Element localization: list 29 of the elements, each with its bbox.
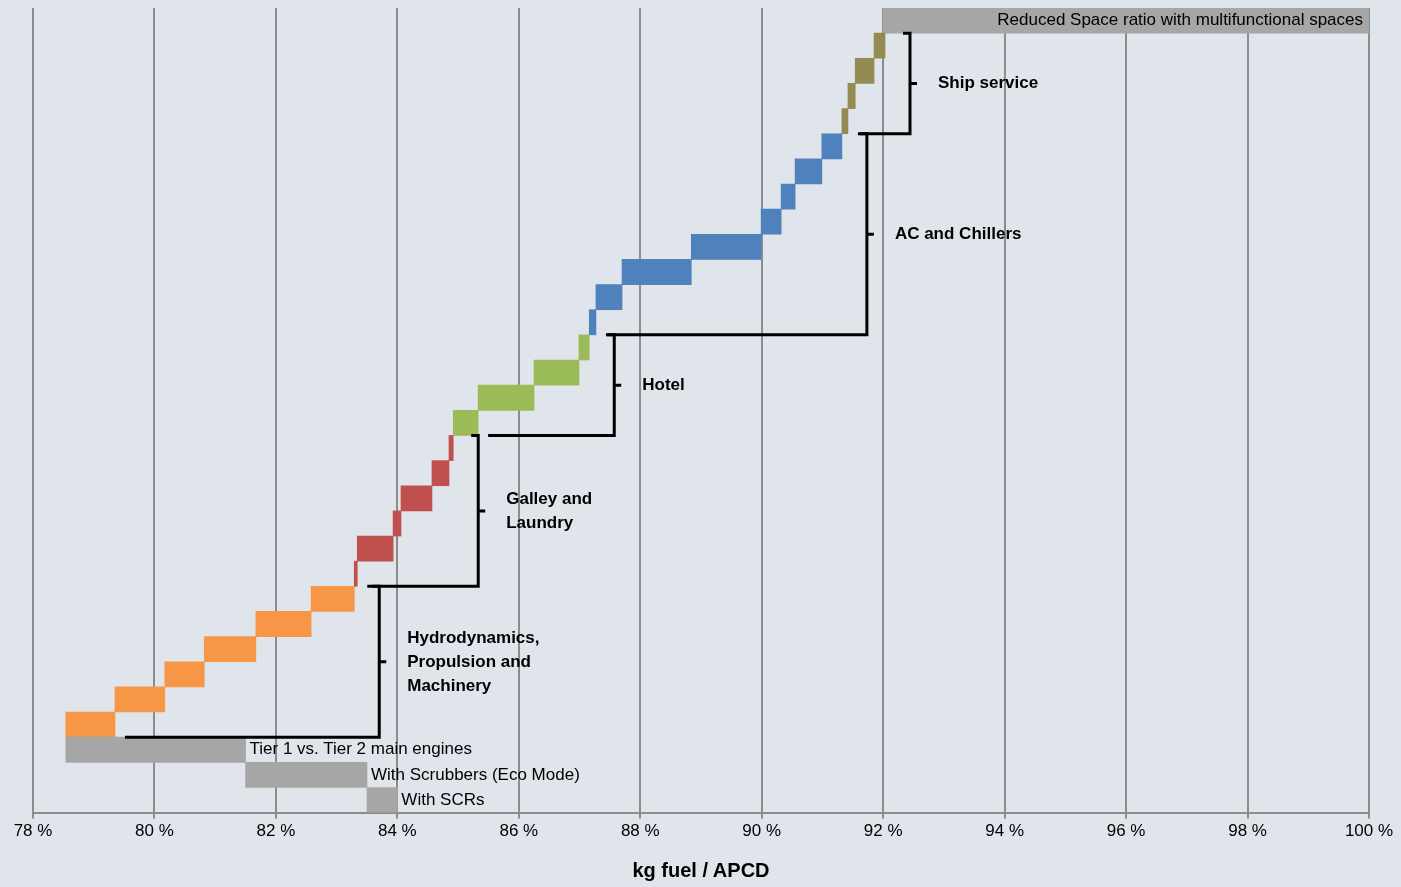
x-tick-label: 82 % xyxy=(256,821,296,841)
annotation: Hydrodynamics, Propulsion and Machinery xyxy=(407,626,541,697)
y-tick-label: Reduced Space ratio with multifunctional spaces xyxy=(997,10,1363,30)
x-tick-label: 98 % xyxy=(1228,821,1267,841)
bar xyxy=(533,359,580,386)
x-tick-label: 88 % xyxy=(620,821,660,841)
bar xyxy=(794,158,823,185)
x-tick-label: 92 % xyxy=(863,821,903,841)
annotation: AC and Chillers xyxy=(894,223,1023,246)
annotation: Galley and Laundry xyxy=(506,487,594,534)
bar xyxy=(780,183,796,210)
y-tick-label: With SCRs xyxy=(401,789,485,809)
x-tick-label: 84 % xyxy=(377,821,417,841)
y-tick-label: Tier 1 vs. Tier 2 main engines xyxy=(249,739,472,759)
bar xyxy=(392,510,402,537)
annotation: Ship service xyxy=(938,72,1040,95)
x-tick-label: 78 % xyxy=(13,821,53,841)
x-tick-label: 94 % xyxy=(985,821,1025,841)
annotation: Hotel xyxy=(642,374,686,397)
x-tick-label: 100 % xyxy=(1344,821,1394,841)
x-tick-label: 96 % xyxy=(1106,821,1146,841)
x-tick-label: 86 % xyxy=(499,821,539,841)
bar xyxy=(578,334,590,361)
bar xyxy=(65,711,116,738)
x-tick-label: 80 % xyxy=(135,821,174,841)
x-tick-label: 90 % xyxy=(742,821,782,841)
y-tick-label: With Scrubbers (Eco Mode) xyxy=(371,764,580,784)
bar xyxy=(821,133,843,160)
x-axis-title: kg fuel / APCD xyxy=(632,858,770,881)
